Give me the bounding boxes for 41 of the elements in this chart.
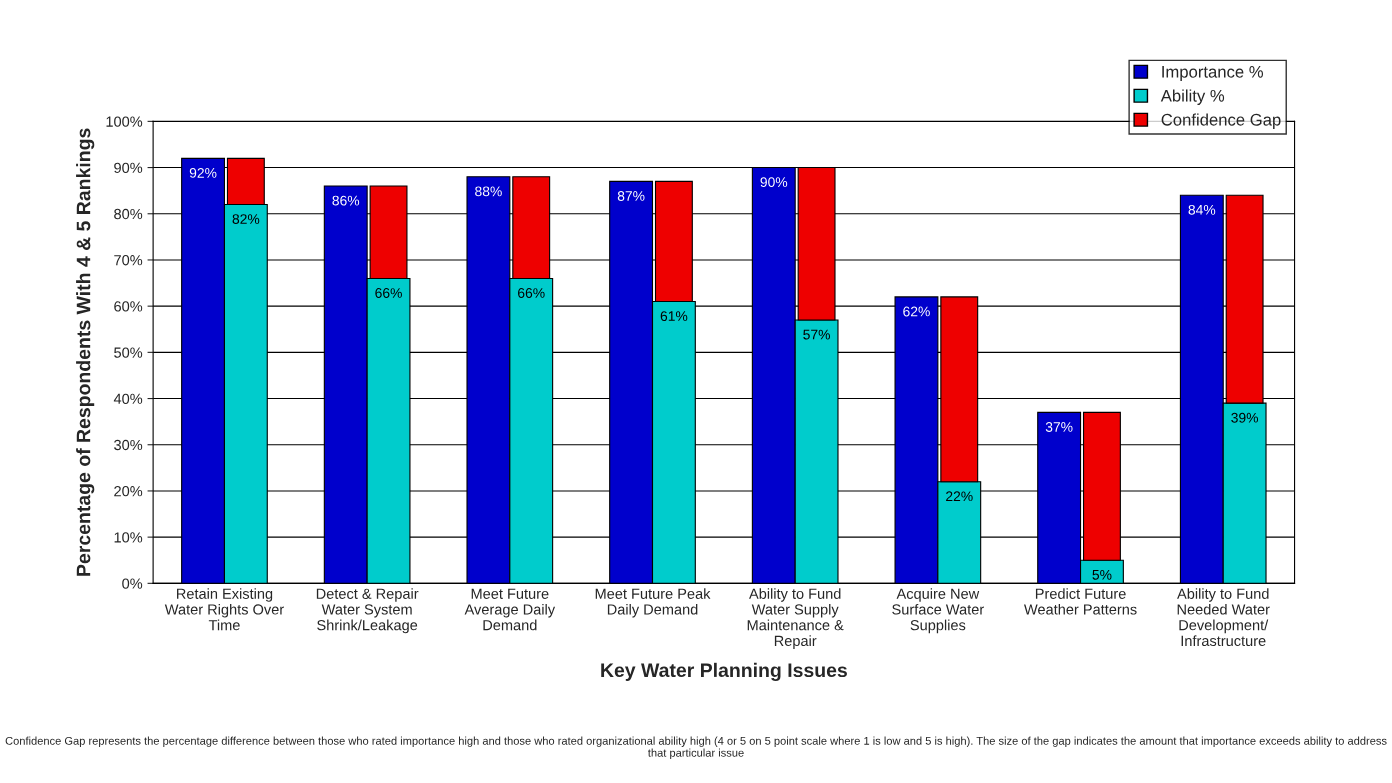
y-tick-label: 10% [114, 532, 143, 543]
x-tick-label: Detect & Repair Water System Shrink/Leakage [316, 588, 419, 634]
data-label: 88% [475, 186, 502, 197]
data-label: 66% [375, 288, 402, 298]
y-tick-label: 70% [114, 255, 143, 266]
data-label: 92% [189, 167, 217, 178]
y-tick-label: 60% [114, 301, 143, 312]
y-tick-label: 50% [114, 347, 143, 358]
x-tick-label: Meet Future Average Daily Demand [464, 588, 556, 631]
x-tick-label: Predict Future Weather Patterns [1024, 588, 1137, 615]
data-label: 87% [617, 191, 645, 201]
x-tick-label: Acquire New Surface Water Supplies [892, 588, 984, 634]
data-label: 39% [1231, 412, 1259, 423]
data-label: 82% [232, 214, 260, 224]
text: Confidence Gap represents the percentage difference between those who rated importance high and those who rated organizational ability high (4 or 5 on 5 point scale where 1 is low and 5 is high). The size of the gap indicates the amount that importance exceeds ability to address that particular issue [5, 736, 1387, 759]
x-tick-label: Ability to Fund Needed Water Development/ Infrastructure [1177, 588, 1270, 647]
data-label: 5% [1092, 569, 1112, 580]
y-tick-label: 30% [114, 439, 143, 451]
data-label: 62% [903, 306, 930, 317]
data-label: 90% [760, 177, 788, 188]
data-label: 84% [1188, 204, 1216, 215]
x-tick-label: Meet Future Peak Daily Demand [595, 588, 711, 618]
y-tick-label: 100% [106, 116, 143, 127]
legend-label: Confidence Gap [1161, 113, 1281, 129]
y-tick-label: 0% [122, 578, 143, 589]
y-axis-title: Percentage of Respondents With 4 & 5 Rankings [76, 128, 95, 576]
x-tick-label: Ability to Fund Water Supply Maintenance & Repair [747, 588, 844, 649]
data-label: 22% [946, 491, 973, 502]
data-label: 57% [803, 329, 830, 340]
x-tick-label: Retain Existing Water Rights Over Time [164, 588, 284, 631]
data-label: 61% [660, 311, 688, 322]
data-label: 86% [332, 195, 360, 206]
y-tick-label: 40% [113, 393, 143, 404]
data-label: 66% [518, 288, 545, 298]
y-tick-label: 90% [114, 162, 143, 173]
x-axis-title: Key Water Planning Issues [601, 662, 847, 682]
legend-label: Importance % [1162, 66, 1264, 82]
y-tick-label: 20% [114, 486, 143, 497]
legend-label: Ability % [1160, 89, 1225, 105]
y-tick-label: 80% [114, 208, 143, 220]
data-label: 37% [1045, 422, 1073, 432]
